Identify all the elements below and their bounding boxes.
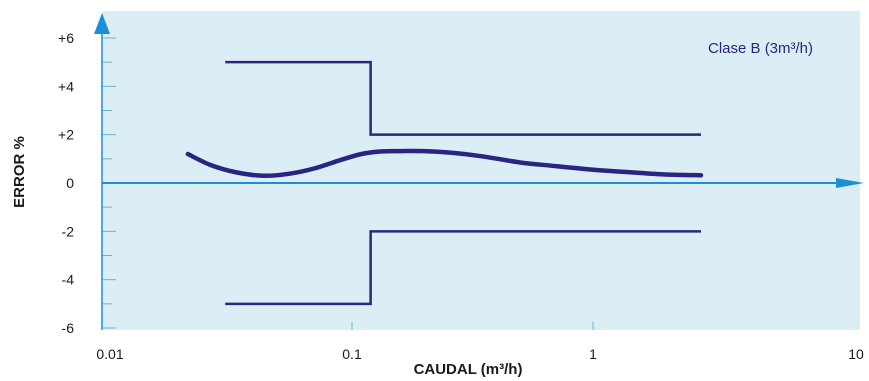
y-tick-label: -6 — [62, 320, 75, 336]
y-axis-title: ERROR % — [11, 136, 28, 208]
y-tick-label: 0 — [66, 175, 74, 191]
lower-limit-line — [225, 230, 701, 306]
y-axis-arrow-icon — [94, 13, 110, 34]
annotation-label: Clase B (3m³/h) — [708, 40, 813, 57]
y-tick-label: +6 — [58, 30, 74, 46]
x-tick-label: 1 — [589, 346, 597, 362]
x-axis-title: CAUDAL (m³/h) — [414, 361, 523, 378]
error-curve-line — [185, 148, 704, 179]
x-tick-label: 10 — [848, 346, 864, 362]
upper-limit-line — [225, 60, 701, 136]
y-tick-label: -2 — [62, 223, 75, 239]
y-tick-label: +4 — [58, 78, 74, 94]
plot-area — [102, 11, 860, 330]
y-tick-label: +2 — [58, 127, 74, 143]
y-tick-label: -4 — [62, 272, 75, 288]
x-axis-arrow-icon — [836, 178, 864, 188]
x-tick-label: 0.1 — [342, 346, 362, 362]
x-tick-label: 0.01 — [96, 346, 123, 362]
